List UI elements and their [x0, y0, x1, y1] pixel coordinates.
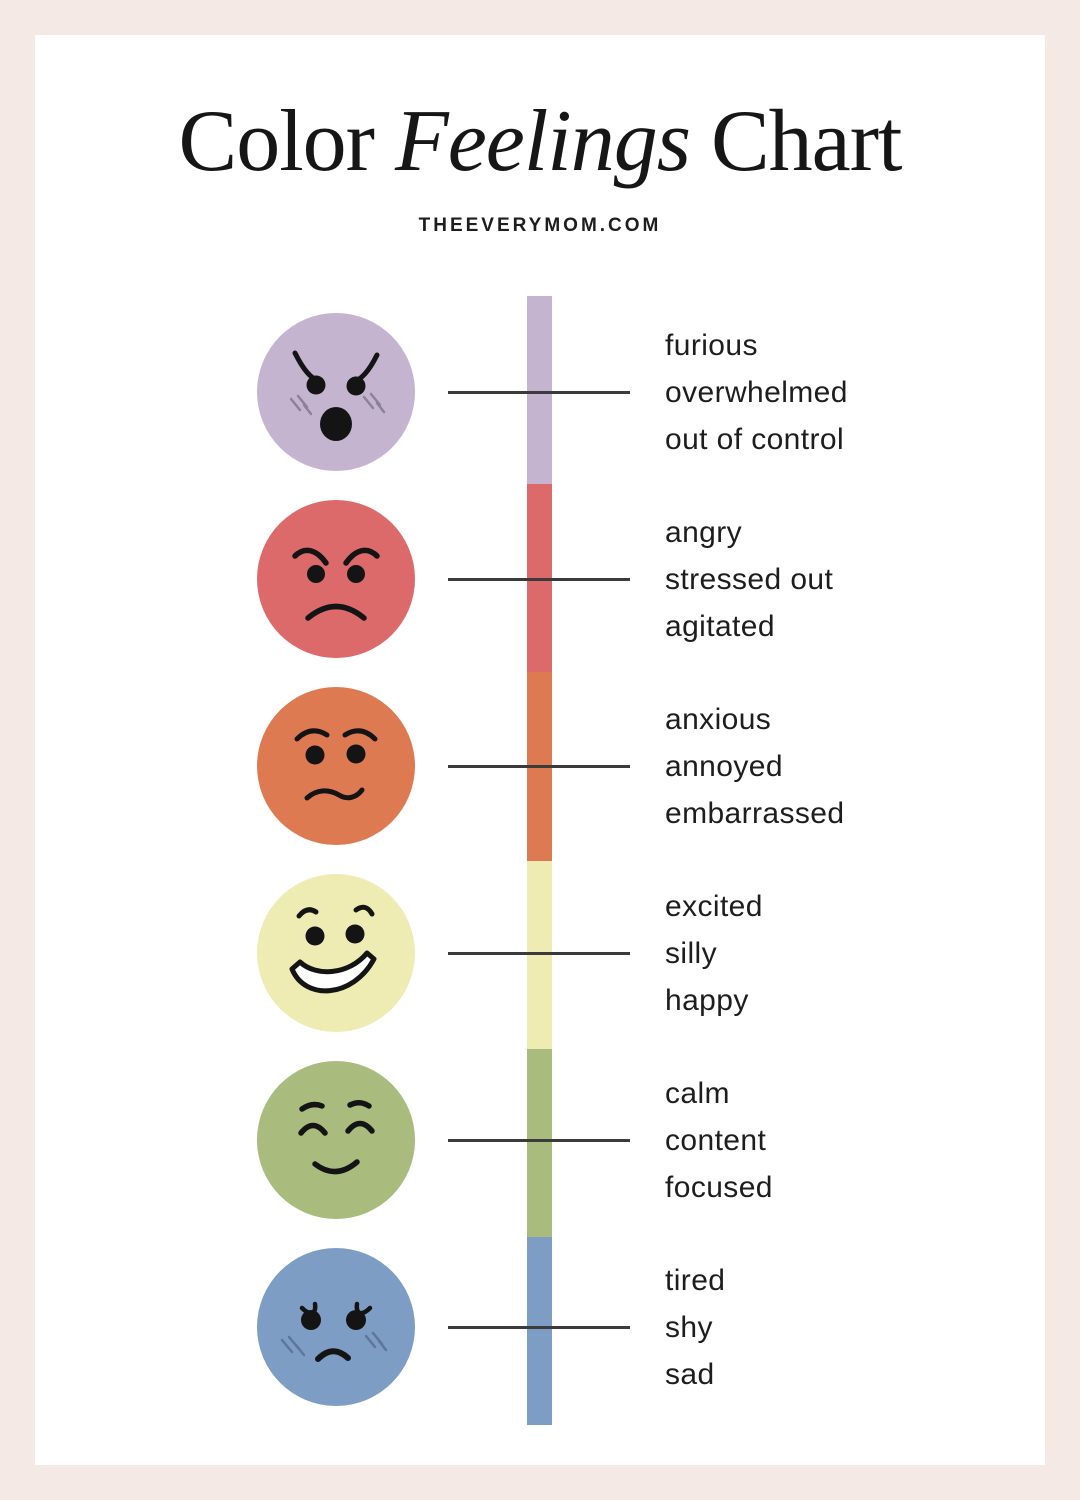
anxious-face-icon [255, 685, 417, 847]
connector-line-5 [448, 1139, 630, 1142]
feeling-word: out of control [665, 423, 845, 456]
feelings-list-red: angry stressed out agitated [665, 509, 995, 650]
feelings-list-yellow: excited silly happy [665, 883, 995, 1024]
calm-face-icon [255, 1059, 417, 1221]
feelings-list-green: calm content focused [665, 1070, 995, 1211]
connector-line-2 [448, 578, 630, 581]
feeling-word: tired [665, 1264, 726, 1297]
title-word-color: Color [178, 93, 375, 190]
feeling-word: anxious [665, 703, 772, 736]
feeling-word: angry [665, 516, 743, 549]
page-title: Color Feelings Chart [0, 98, 1080, 186]
connector-line-3 [448, 765, 630, 768]
sad-face-icon [255, 1246, 417, 1408]
feeling-word: shy [665, 1311, 713, 1344]
connector-line-1 [448, 391, 630, 394]
feeling-word: focused [665, 1171, 773, 1204]
feeling-word: happy [665, 984, 749, 1017]
angry-face-icon [255, 498, 417, 660]
connector-line-6 [448, 1326, 630, 1329]
feelings-list-blue: tired shy sad [665, 1257, 995, 1398]
feeling-word: silly [665, 937, 717, 970]
bar-segment-purple [527, 296, 552, 485]
bar-segment-green [527, 1048, 552, 1237]
feelings-list-orange: anxious annoyed embarrassed [665, 696, 995, 837]
happy-face-icon [255, 872, 417, 1034]
feeling-word: annoyed [665, 750, 783, 783]
feeling-word: calm [665, 1077, 730, 1110]
feeling-word: agitated [665, 610, 775, 643]
bar-segment-blue [527, 1236, 552, 1426]
feeling-word: embarrassed [665, 797, 845, 830]
feeling-word: sad [665, 1358, 715, 1391]
feeling-word: stressed out [665, 563, 834, 596]
connector-line-4 [448, 952, 630, 955]
furious-face-icon [255, 311, 417, 473]
feeling-word: overwhelmed [665, 376, 848, 409]
feeling-word: excited [665, 890, 763, 923]
feeling-word: content [665, 1124, 767, 1157]
title-word-chart: Chart [710, 93, 903, 190]
feelings-list-purple: furious overwhelmed out of control [665, 322, 995, 463]
title-word-feelings: Feelings [394, 93, 691, 190]
source-website: THEEVERYMOM.COM [418, 215, 662, 236]
color-scale-bar [527, 296, 552, 1426]
feeling-word: furious [665, 329, 758, 362]
